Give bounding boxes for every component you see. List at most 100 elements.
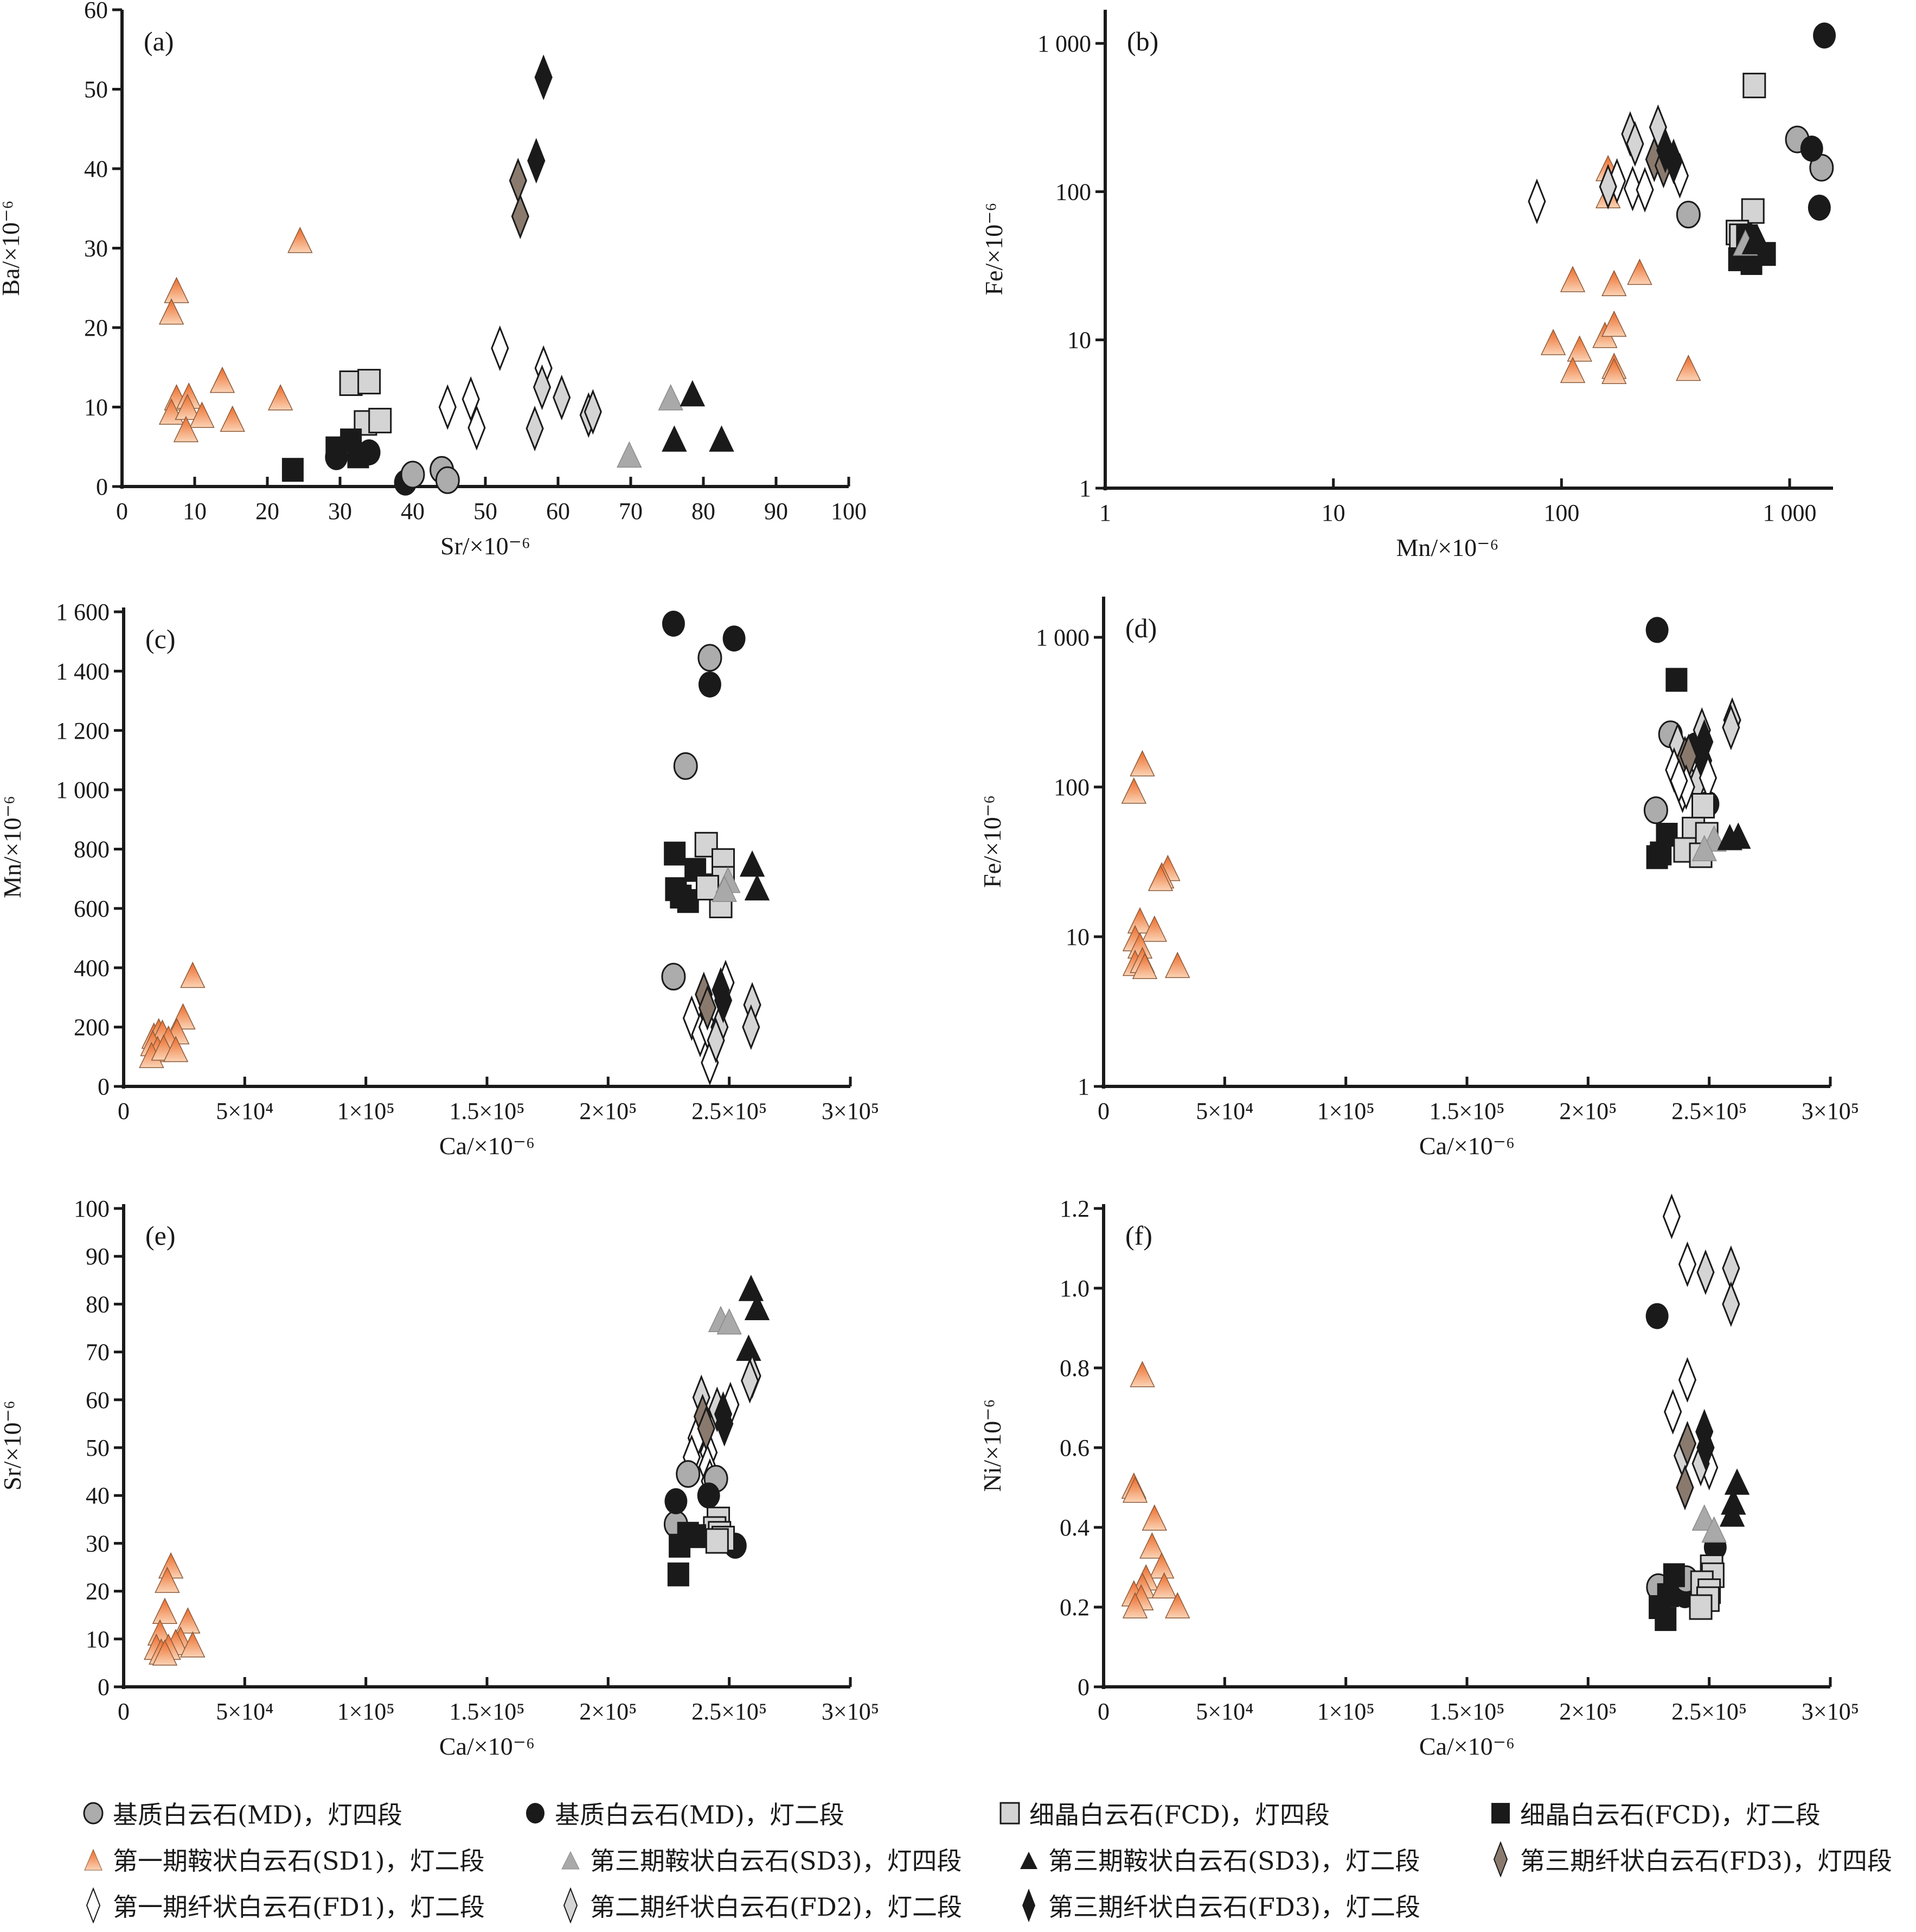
y-axis-title: Mn/×10⁻⁶ bbox=[0, 796, 26, 898]
y-tick-label: 10 bbox=[1067, 327, 1091, 354]
x-tick-label: 20 bbox=[255, 498, 279, 524]
series-MD2 bbox=[1800, 22, 1836, 221]
legend-label: 基质白云石(MD)，灯二段 bbox=[555, 1800, 844, 1829]
data-point-FCD2 bbox=[677, 889, 699, 913]
data-point-SD3_2 bbox=[1724, 1468, 1750, 1495]
series-FD2_2 bbox=[707, 982, 761, 1064]
panel-f: 0 5×10⁴ 1×10⁵ 1.5×10⁵ 2×10⁵ 2.5×10⁵ 3×10⁵ 0 0.2 0… bbox=[978, 1193, 1859, 1760]
data-point-MD2 bbox=[325, 444, 348, 470]
y-axis-title: Sr/×10⁻⁶ bbox=[0, 1400, 26, 1490]
series-SD3_4 bbox=[708, 1306, 742, 1335]
data-point-SD1_2 bbox=[1165, 1592, 1190, 1618]
y-tick-label: 0 bbox=[96, 474, 108, 500]
x-tick-label: 2×10⁵ bbox=[579, 1098, 637, 1124]
data-point-FD1_2 bbox=[491, 325, 509, 372]
data-point-FD1_2 bbox=[1623, 165, 1642, 212]
data-point-SD1_2 bbox=[1151, 1572, 1177, 1598]
series-FD3_4 bbox=[509, 157, 529, 239]
x-tick-label: 5×10⁴ bbox=[1196, 1098, 1253, 1124]
data-point-MD4 bbox=[697, 644, 722, 672]
x-tick-label: 0 bbox=[1098, 1698, 1110, 1725]
x-tick-label: 40 bbox=[401, 498, 425, 524]
x-tick-label: 3×10⁵ bbox=[822, 1698, 879, 1725]
data-point-SD1_2 bbox=[152, 1597, 178, 1624]
data-point-MD2 bbox=[1645, 1303, 1669, 1329]
x-tick-label: 5×10⁴ bbox=[216, 1098, 273, 1124]
y-tick-label: 50 bbox=[86, 1435, 110, 1461]
data-point-FD3_2 bbox=[1664, 138, 1683, 184]
y-tick-label: 20 bbox=[84, 315, 108, 341]
x-tick-label: 1×10⁵ bbox=[337, 1098, 395, 1124]
data-point-SD1_2 bbox=[1627, 258, 1652, 285]
data-point-FD2_2 bbox=[707, 1018, 725, 1064]
y-tick-label: 1 000 bbox=[1037, 30, 1091, 57]
circle-gray-icon bbox=[83, 1802, 104, 1825]
series-FCD4 bbox=[339, 369, 392, 436]
data-point-SD3_2 bbox=[1741, 228, 1767, 254]
series-SD3_4 bbox=[617, 384, 683, 468]
y-tick-label: 200 bbox=[74, 1014, 110, 1041]
y-tick-label: 80 bbox=[86, 1291, 110, 1317]
x-tick-label: 2.5×10⁵ bbox=[691, 1098, 767, 1124]
x-tick-label: 2×10⁵ bbox=[1559, 1698, 1617, 1725]
x-tick-label: 1×10⁵ bbox=[1317, 1098, 1375, 1124]
data-point-MD4 bbox=[400, 460, 425, 489]
series-SD1_2 bbox=[1121, 1360, 1190, 1618]
data-point-FCD2 bbox=[1646, 845, 1668, 869]
data-point-FD3_2 bbox=[534, 54, 553, 100]
x-tick-label: 1.5×10⁵ bbox=[449, 1698, 524, 1725]
x-tick-label: 1 000 bbox=[1763, 500, 1817, 526]
legend-item: 第三期鞍状白云石(SD3)，灯四段 bbox=[559, 1841, 962, 1877]
series-MD4 bbox=[661, 644, 722, 991]
data-point-SD1_2 bbox=[180, 1631, 206, 1658]
series-SD1_2 bbox=[1121, 750, 1190, 980]
data-point-FCD4 bbox=[695, 875, 719, 901]
data-point-SD1_2 bbox=[158, 298, 184, 325]
x-tick-label: 3×10⁵ bbox=[1802, 1698, 1859, 1725]
data-point-SD1_2 bbox=[173, 415, 199, 443]
data-point-SD3_4 bbox=[658, 384, 683, 411]
data-point-FCD4 bbox=[1691, 792, 1715, 818]
data-point-FD3_4 bbox=[1678, 1421, 1697, 1467]
y-tick-label: 1.0 bbox=[1060, 1275, 1090, 1302]
data-point-SD3_2 bbox=[738, 1275, 764, 1301]
y-tick-label: 1.2 bbox=[1060, 1195, 1090, 1222]
x-axis-title: Ca/×10⁻⁶ bbox=[439, 1732, 535, 1760]
y-tick-label: 100 bbox=[1055, 178, 1091, 205]
data-point-FCD4 bbox=[368, 407, 392, 433]
y-axis-title: Fe/×10⁻⁶ bbox=[980, 202, 1008, 295]
data-point-SD1_2 bbox=[1122, 1476, 1148, 1503]
data-point-SD1_2 bbox=[180, 961, 206, 988]
x-tick-label: 100 bbox=[1543, 500, 1579, 526]
data-point-MD2 bbox=[1813, 22, 1836, 49]
data-point-FD1_2 bbox=[438, 384, 457, 430]
x-tick-label: 1 bbox=[1099, 500, 1111, 526]
series-FD3_2 bbox=[1656, 127, 1683, 184]
data-point-SD1_2 bbox=[1560, 356, 1586, 383]
data-point-FD3_4 bbox=[511, 193, 529, 239]
x-tick-label: 0 bbox=[1098, 1098, 1110, 1124]
y-tick-label: 100 bbox=[74, 1195, 110, 1222]
data-point-FCD2 bbox=[1665, 668, 1688, 692]
data-point-FCD2 bbox=[677, 1521, 699, 1546]
x-tick-label: 0 bbox=[118, 1698, 130, 1725]
y-axis-title: Ba/×10⁻⁶ bbox=[0, 200, 24, 296]
data-point-FD3_2 bbox=[1696, 1424, 1715, 1471]
square-black-icon bbox=[1491, 1803, 1510, 1824]
x-tick-label: 2×10⁵ bbox=[1559, 1098, 1617, 1124]
data-point-FCD4 bbox=[1689, 1594, 1713, 1620]
y-tick-label: 800 bbox=[74, 836, 110, 863]
data-point-SD3_2 bbox=[709, 425, 734, 452]
y-tick-label: 1 000 bbox=[1036, 624, 1090, 651]
y-tick-label: 40 bbox=[84, 156, 108, 182]
data-point-MD2 bbox=[722, 625, 746, 652]
data-point-FD1_2 bbox=[1670, 758, 1688, 804]
data-point-SD1_2 bbox=[1130, 1360, 1155, 1387]
legend-item: 第一期鞍状白云石(SD1)，灯二段 bbox=[81, 1841, 485, 1877]
data-point-SD3_2 bbox=[744, 1294, 770, 1320]
panel-e: 0 5×10⁴ 1×10⁵ 1.5×10⁵ 2×10⁵ 2.5×10⁵ 3×10⁵ 0 10 20… bbox=[0, 1195, 879, 1760]
data-point-SD1_2 bbox=[1165, 951, 1190, 978]
data-point-FD2_2 bbox=[1722, 1281, 1740, 1327]
data-point-FCD2 bbox=[1655, 1607, 1677, 1632]
y-tick-label: 90 bbox=[86, 1243, 110, 1270]
